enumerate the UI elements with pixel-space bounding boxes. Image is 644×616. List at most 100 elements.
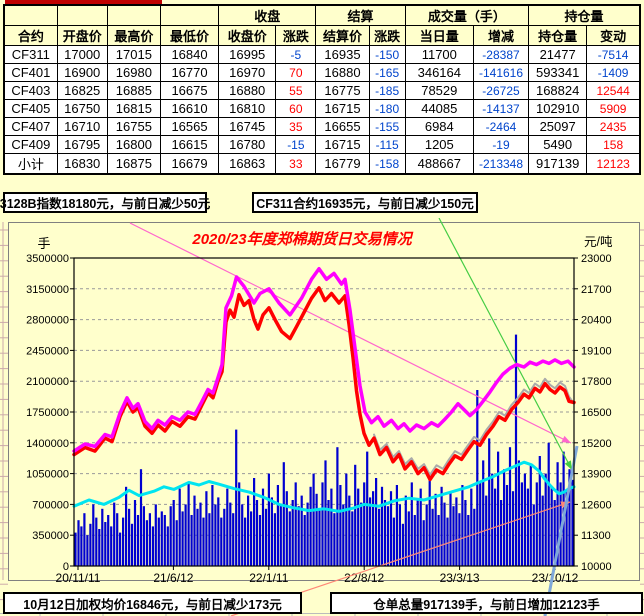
value-cell: 16565 <box>159 117 220 136</box>
series-3128B指数 <box>72 266 576 453</box>
trend-blue-line <box>543 445 579 616</box>
value-cell: 5909 <box>586 99 641 118</box>
table-row: CF405 16750 16815 16610 16810 60 16715 -180 4408… <box>3 99 641 118</box>
svg-text:21/6/12: 21/6/12 <box>153 571 193 585</box>
table-row: CF409 16795 16800 16615 16780 -15 16715 -115 120… <box>3 135 641 154</box>
svg-text:13900: 13900 <box>581 469 612 481</box>
value-cell: 16755 <box>106 117 161 136</box>
value-cell: -28387 <box>472 45 530 64</box>
contract-cell: CF401 <box>3 63 58 82</box>
column-header: 涨跌 <box>368 25 406 46</box>
contract-cell: CF409 <box>3 135 58 154</box>
index-summary-text: 3128B指数18180元，与前日减少50元 <box>0 197 211 211</box>
header-group: 持仓量 <box>528 4 641 26</box>
contract-cell: CF407 <box>3 117 58 136</box>
gridlines <box>74 288 574 536</box>
value-cell: 16745 <box>218 117 277 136</box>
column-header: 合约 <box>3 25 58 46</box>
value-cell: 25097 <box>528 117 588 136</box>
value-cell: 60 <box>275 99 317 118</box>
value-cell: -150 <box>368 45 406 64</box>
table-row: CF403 16825 16885 16675 16880 55 16775 -185 7852… <box>3 81 641 100</box>
value-cell: 917139 <box>528 153 588 175</box>
svg-text:23000: 23000 <box>581 253 612 265</box>
svg-text:11300: 11300 <box>581 530 611 542</box>
series-持仓量 <box>72 460 576 513</box>
weighted-average-box: 10月12日加权均价16846元，与前日减少173元 <box>3 592 302 614</box>
svg-text:350000: 350000 <box>32 530 69 542</box>
value-cell: -115 <box>368 135 406 154</box>
column-header: 增减 <box>472 25 530 46</box>
value-cell: 16880 <box>315 63 370 82</box>
header-empty-cell <box>106 4 161 26</box>
value-cell: 16775 <box>315 81 370 100</box>
value-cell: -155 <box>368 117 406 136</box>
value-cell: 16980 <box>106 63 161 82</box>
value-cell: 16779 <box>315 153 370 175</box>
svg-text:3150000: 3150000 <box>26 284 69 296</box>
svg-text:1050000: 1050000 <box>26 469 69 481</box>
value-cell: 16675 <box>159 81 220 100</box>
trend-green-line <box>438 218 573 471</box>
column-header: 开盘价 <box>56 25 108 46</box>
contract-cell: 小计 <box>3 153 58 175</box>
header-group: 收盘 <box>218 4 317 26</box>
value-cell: 16750 <box>56 99 108 118</box>
value-cell: 70 <box>275 63 317 82</box>
value-cell: 17015 <box>106 45 161 64</box>
value-cell: 16995 <box>218 45 277 64</box>
value-cell: -26725 <box>472 81 530 100</box>
value-cell: 12544 <box>586 81 641 100</box>
value-cell: 593341 <box>528 63 588 82</box>
value-cell: 16863 <box>218 153 277 175</box>
value-cell: 16875 <box>106 153 161 175</box>
plot-border <box>73 257 575 567</box>
value-cell: 102910 <box>528 99 588 118</box>
top-red-bar <box>5 0 162 4</box>
futures-quote-table: 收盘 结算 成交量（手） 持仓量 合约 开盘价 最高价 最低价 收盘价 涨跌 结算价 涨跌 当日量 增减持… <box>3 4 641 175</box>
chart-title: 2020/23年度郑棉期货日交易情况 <box>191 230 413 248</box>
x-axis-labels: 20/11/11 21/6/12 22/1/11 22/8/12 23/3/13 23/1… <box>56 566 579 585</box>
svg-text:19100: 19100 <box>581 345 612 357</box>
value-cell: 16800 <box>106 135 161 154</box>
contract-summary-box: CF311合约16935元，与前日减少150元 <box>252 192 478 213</box>
svg-text:16500: 16500 <box>581 407 612 419</box>
table-row: CF407 16710 16755 16565 16745 35 16655 -155 6984… <box>3 117 641 136</box>
warehouse-receipt-text: 仓单总量917139手，与前日增加12123手 <box>373 597 600 612</box>
value-cell: 16830 <box>56 153 108 175</box>
column-header: 当日量 <box>404 25 474 46</box>
table-row: CF401 16900 16980 16770 16970 70 16880 -165 3461… <box>3 63 641 82</box>
table-row: 小计 16830 16875 16679 16863 33 16779 -158 488667-… <box>3 153 641 175</box>
right-axis-unit-label: 元/吨 <box>584 235 613 249</box>
value-cell: 158 <box>586 135 641 154</box>
header-group: 成交量（手） <box>404 4 530 26</box>
value-cell: 16615 <box>159 135 220 154</box>
value-cell: 16780 <box>218 135 277 154</box>
value-cell: 16610 <box>159 99 220 118</box>
series-期货价格 <box>72 286 576 482</box>
table-row: CF311 17000 17015 16840 16995 -5 16935 -150 1170… <box>3 45 641 64</box>
series-加权均价 <box>373 377 575 476</box>
svg-text:20400: 20400 <box>581 315 612 327</box>
svg-text:1400000: 1400000 <box>26 438 69 450</box>
value-cell: 11700 <box>404 45 474 64</box>
svg-text:2100000: 2100000 <box>26 376 69 388</box>
value-cell: 16810 <box>218 99 277 118</box>
value-cell: -185 <box>368 81 406 100</box>
column-header: 涨跌 <box>275 25 317 46</box>
column-header: 收盘价 <box>218 25 277 46</box>
value-cell: 16815 <box>106 99 161 118</box>
value-cell: 16715 <box>315 99 370 118</box>
index-summary-box: 3128B指数18180元，与前日减少50元 <box>0 192 211 213</box>
value-cell: -14137 <box>472 99 530 118</box>
value-cell: -1409 <box>586 63 641 82</box>
value-cell: 16840 <box>159 45 220 64</box>
value-cell: 5490 <box>528 135 588 154</box>
column-header: 最低价 <box>159 25 220 46</box>
value-cell: -7514 <box>586 45 641 64</box>
value-cell: 55 <box>275 81 317 100</box>
svg-text:2800000: 2800000 <box>26 315 69 327</box>
svg-text:17800: 17800 <box>581 376 612 388</box>
